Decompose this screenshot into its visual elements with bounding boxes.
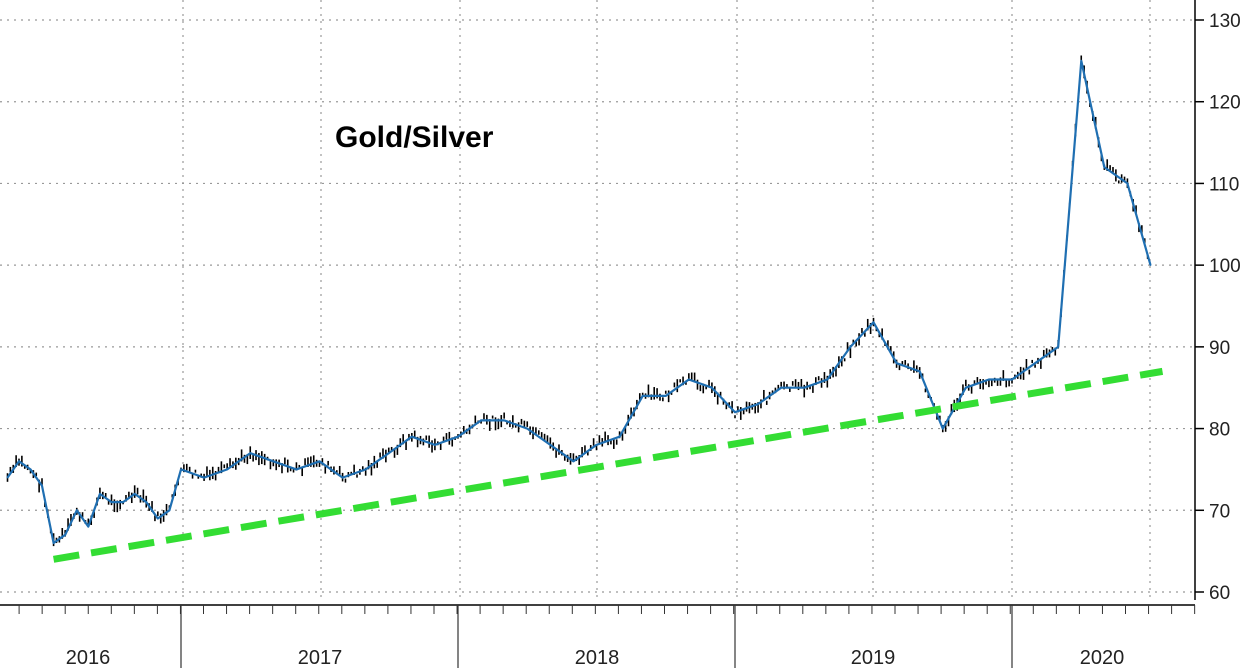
y-tick-label: 80 [1209, 420, 1230, 441]
data-point [6, 476, 9, 479]
data-point [29, 468, 32, 471]
x-tick-label: 2017 [298, 647, 343, 668]
data-point [434, 444, 436, 446]
data-point [145, 501, 148, 503]
data-point [526, 427, 529, 430]
data-point [618, 435, 621, 438]
data-point [688, 378, 690, 381]
data-point [157, 517, 159, 520]
data-point [503, 419, 505, 422]
data-point [295, 468, 298, 471]
data-point [1126, 182, 1129, 185]
y-tick-label: 70 [1209, 501, 1230, 522]
data-point [549, 444, 552, 446]
data-point [941, 427, 944, 430]
data-point [641, 395, 644, 397]
data-point [41, 484, 43, 487]
y-tick-label: 90 [1209, 338, 1230, 359]
data-point [918, 370, 921, 373]
x-tick-label: 2020 [1080, 647, 1125, 668]
trendline-area [52, 367, 1164, 563]
data-point [1080, 60, 1083, 62]
chart-title: Gold/Silver [335, 121, 494, 154]
y-tick-label: 100 [1209, 256, 1241, 277]
data-point [318, 460, 321, 463]
data-point [480, 419, 482, 422]
support-trendline [52, 367, 1164, 563]
data-point [110, 501, 113, 503]
grid-lines [0, 0, 1193, 600]
x-tick-label: 2016 [66, 647, 111, 668]
x-tick-label: 2018 [575, 647, 620, 668]
data-point [341, 476, 344, 479]
data-point [18, 460, 20, 463]
data-point [87, 525, 90, 528]
data-point [122, 501, 124, 503]
data-point [1057, 346, 1059, 348]
data-point [595, 444, 598, 446]
data-point [1034, 362, 1036, 365]
data-point [872, 321, 875, 324]
data-point [457, 435, 459, 438]
data-point [99, 493, 101, 495]
data-point [757, 403, 759, 405]
y-tick-label: 60 [1209, 583, 1230, 604]
data-point [803, 386, 806, 389]
data-point [1103, 166, 1106, 168]
data-point [780, 386, 782, 389]
ratio-series-line [6, 59, 1152, 545]
data-point [895, 362, 898, 365]
data-point [826, 378, 829, 381]
y-tick-label: 130 [1209, 11, 1241, 32]
y-tick-label: 110 [1209, 174, 1239, 195]
x-tick-label: 2019 [851, 647, 896, 668]
y-tick-label: 120 [1209, 93, 1241, 114]
data-point [180, 468, 182, 471]
data-point [387, 452, 390, 454]
data-point [1011, 378, 1013, 381]
data-point [168, 509, 171, 512]
data-point [411, 435, 413, 438]
data-point [734, 411, 736, 414]
data-point [988, 378, 990, 381]
data-point [664, 395, 667, 397]
data-point [52, 542, 55, 544]
data-point [364, 468, 367, 471]
data-point [203, 476, 205, 479]
data-point [965, 386, 967, 389]
series-area [6, 55, 1152, 547]
data-point [572, 460, 575, 463]
data-point [711, 386, 713, 389]
data-point [75, 509, 78, 512]
data-point [133, 493, 136, 495]
data-point [1149, 264, 1152, 266]
data-point [64, 534, 66, 536]
data-point [249, 452, 252, 454]
data-point [272, 460, 275, 463]
data-point [226, 468, 228, 471]
data-point [849, 346, 852, 348]
